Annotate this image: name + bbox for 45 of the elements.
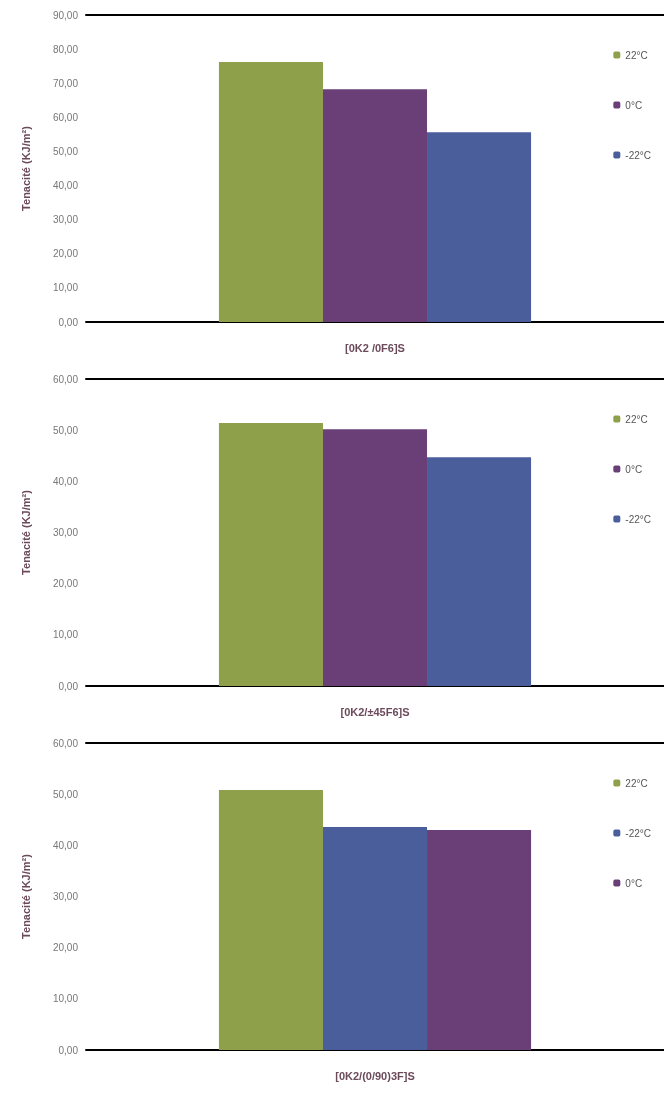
y-tick-label: 60,00: [52, 373, 79, 385]
x-axis-title: [0K2/±45F6]S: [340, 705, 410, 718]
y-tick-label: 70,00: [52, 77, 79, 89]
x-axis-title: [0K2 /0F6]S: [345, 341, 405, 354]
y-axis-title: Tenacité (KJ/m²): [19, 489, 32, 575]
y-tick-label: 30,00: [52, 527, 79, 538]
y-tick-label: 80,00: [52, 43, 79, 55]
bar: [218, 62, 323, 322]
y-tick-label: 30,00: [52, 214, 79, 226]
bar: [427, 132, 532, 322]
legend-label: 22°C: [625, 49, 648, 61]
legend-label: 22°C: [625, 413, 648, 425]
y-tick-label: 20,00: [52, 578, 79, 590]
legend-label: 0°C: [625, 99, 643, 111]
y-tick-label: 0,00: [58, 680, 79, 692]
y-tick-label: 20,00: [52, 248, 79, 260]
y-tick-label: 60,00: [52, 111, 79, 123]
y-tick-label: 10,00: [52, 282, 79, 294]
y-tick-label: 40,00: [52, 839, 79, 851]
legend-label: -22°C: [625, 513, 652, 525]
legend-label: -22°C: [625, 827, 652, 839]
y-tick-label: 90,00: [52, 9, 79, 21]
y-tick-label: 10,00: [52, 993, 79, 1005]
y-tick-label: 50,00: [52, 788, 79, 800]
y-tick-label: 0,00: [58, 1044, 79, 1056]
bar: [218, 423, 323, 686]
x-axis-title: [0K2/(0/90)3F]S: [335, 1069, 415, 1082]
legend-label: 0°C: [625, 877, 643, 889]
y-tick-label: 30,00: [52, 891, 79, 902]
y-tick-label: 0,00: [58, 316, 79, 328]
y-axis-title: Tenacité (KJ/m²): [19, 125, 32, 211]
legend-label: -22°C: [625, 149, 652, 161]
y-tick-label: 40,00: [52, 180, 79, 192]
y-tick-label: 20,00: [52, 942, 79, 954]
y-axis-title: Tenacité (KJ/m²): [19, 853, 32, 939]
y-tick-label: 50,00: [52, 145, 79, 157]
y-tick-label: 60,00: [52, 737, 79, 749]
bar: [322, 429, 428, 686]
legend-label: 22°C: [625, 777, 648, 789]
legend-label: 0°C: [625, 463, 643, 475]
y-tick-label: 50,00: [52, 424, 79, 436]
y-tick-label: 40,00: [52, 475, 79, 487]
bar: [322, 89, 428, 322]
bar: [427, 457, 532, 686]
y-tick-label: 10,00: [52, 629, 79, 641]
